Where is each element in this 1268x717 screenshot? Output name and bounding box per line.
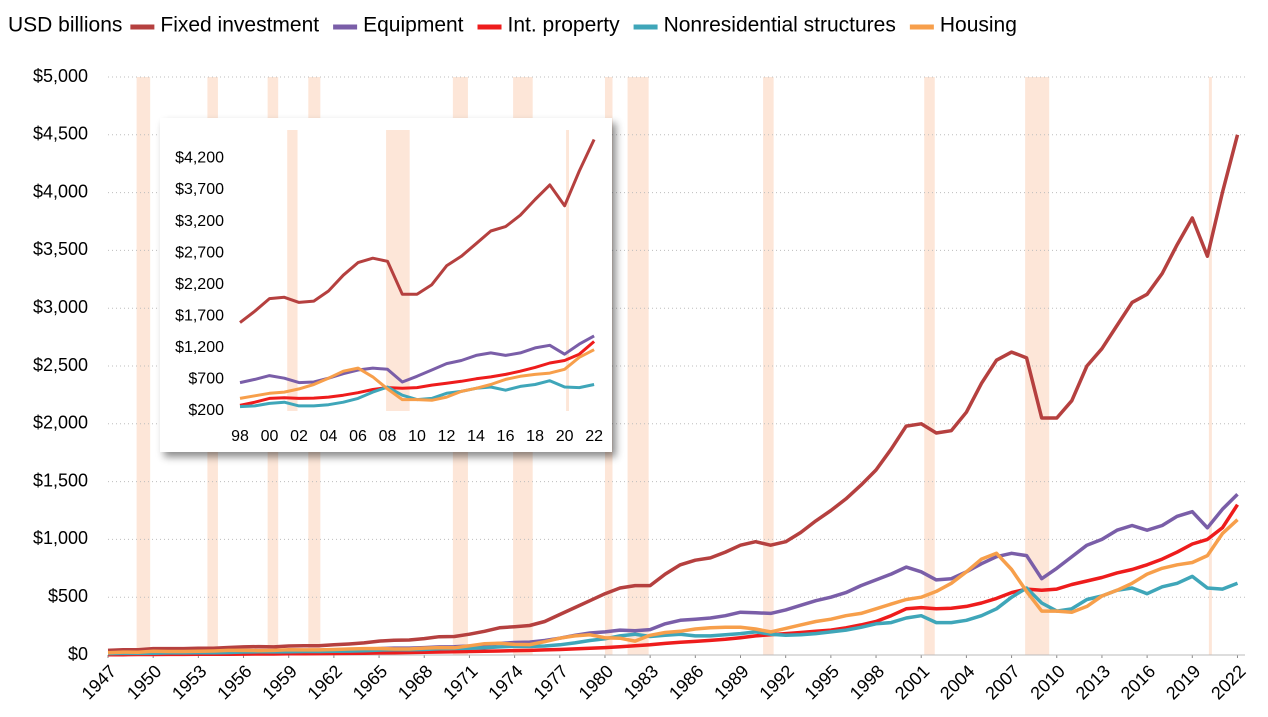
x-tick-label: 2007: [981, 661, 1023, 703]
y-tick-label: $700: [188, 371, 224, 388]
legend-label: Int. property: [508, 14, 621, 37]
x-tick-label: 1995: [801, 661, 843, 703]
x-tick-label: 1983: [620, 661, 662, 703]
x-tick-label: 2010: [1026, 661, 1068, 703]
series-line: [239, 340, 596, 407]
x-tick-label: 04: [320, 428, 338, 445]
recession-band: [566, 130, 570, 411]
x-tick-label: 1968: [394, 661, 436, 703]
recession-band: [1208, 77, 1212, 655]
recession-band: [386, 130, 410, 411]
x-tick-label: 1980: [575, 661, 617, 703]
y-tick-label: $1,700: [175, 307, 224, 324]
plot-1: $200 $700 $1,200 $1,700 $2,200 $2,700 $3,200 $3…: [175, 130, 603, 445]
x-tick-label: 2016: [1117, 661, 1159, 703]
y-axis-label: USD billions: [8, 14, 122, 37]
y-tick-label: $3,500: [33, 239, 88, 259]
x-tick-label: 1947: [78, 661, 120, 703]
x-tick-label: 02: [290, 428, 308, 445]
x-tick-label: 18: [526, 428, 544, 445]
x-tick-label: 1992: [755, 661, 797, 703]
recession-band: [924, 77, 935, 655]
legend-label: Housing: [940, 14, 1017, 37]
x-tick-label: 1977: [530, 661, 572, 703]
y-tick-label: $4,500: [33, 124, 88, 144]
x-tick-label: 1950: [123, 661, 165, 703]
series-line: [239, 334, 595, 385]
x-tick-label: 08: [379, 428, 397, 445]
x-tick-label: 10: [408, 428, 426, 445]
y-tick-label: $200: [188, 402, 224, 419]
y-tick-label: $1,200: [175, 339, 224, 356]
x-tick-label: 14: [467, 428, 485, 445]
inset-frame: [160, 118, 612, 452]
y-tick-label: $3,200: [175, 213, 224, 230]
y-tick-label: $5,000: [33, 66, 88, 86]
y-tick-label: $4,000: [33, 181, 88, 201]
x-tick-label: 00: [261, 428, 279, 445]
x-tick-label: 2013: [1072, 661, 1114, 703]
x-tick-label: 2019: [1162, 661, 1204, 703]
x-tick-label: 2022: [1207, 661, 1249, 703]
x-tick-label: 1986: [665, 661, 707, 703]
x-tick-label: 98: [231, 428, 249, 445]
y-tick-label: $2,000: [33, 413, 88, 433]
x-tick-label: 1971: [439, 661, 481, 703]
x-tick-label: 12: [438, 428, 456, 445]
series-line: [107, 574, 1239, 656]
legend-label: Equipment: [363, 14, 464, 37]
series-line: [108, 503, 1239, 657]
x-tick-label: 1998: [846, 661, 888, 703]
y-tick-label: $2,200: [175, 276, 224, 293]
x-tick-label: 1953: [168, 661, 210, 703]
y-tick-label: $0: [68, 644, 88, 664]
series-line: [239, 348, 595, 402]
x-tick-label: 16: [497, 428, 515, 445]
x-tick-label: 1965: [349, 661, 391, 703]
x-tick-label: 20: [556, 428, 574, 445]
x-tick-label: 22: [585, 428, 603, 445]
recession-band: [287, 130, 298, 411]
y-tick-label: $2,700: [175, 244, 224, 261]
recession-band: [627, 77, 649, 655]
y-tick-label: $2,500: [33, 355, 88, 375]
x-tick-label: 2001: [891, 661, 933, 703]
series-line: [107, 518, 1239, 655]
y-tick-label: $1,500: [33, 470, 88, 490]
legend-label: Nonresidential structures: [664, 14, 896, 37]
series-line: [107, 134, 1240, 653]
x-tick-label: 06: [349, 428, 367, 445]
y-tick-label: $4,200: [175, 150, 224, 167]
legend-label: Fixed investment: [160, 14, 319, 37]
y-tick-label: $3,700: [175, 181, 224, 198]
y-tick-label: $1,000: [33, 528, 88, 548]
y-tick-label: $3,000: [33, 297, 88, 317]
y-tick-label: $500: [48, 586, 88, 606]
series-line: [239, 138, 596, 324]
x-tick-label: 2004: [936, 661, 978, 703]
legend: USD billions Fixed investment Equipment In…: [8, 14, 1017, 37]
x-tick-label: 1956: [213, 661, 255, 703]
recession-band: [136, 77, 151, 655]
x-tick-label: 1974: [484, 661, 526, 703]
x-tick-label: 1959: [258, 661, 300, 703]
x-tick-label: 1962: [304, 661, 346, 703]
x-tick-label: 1989: [710, 661, 752, 703]
